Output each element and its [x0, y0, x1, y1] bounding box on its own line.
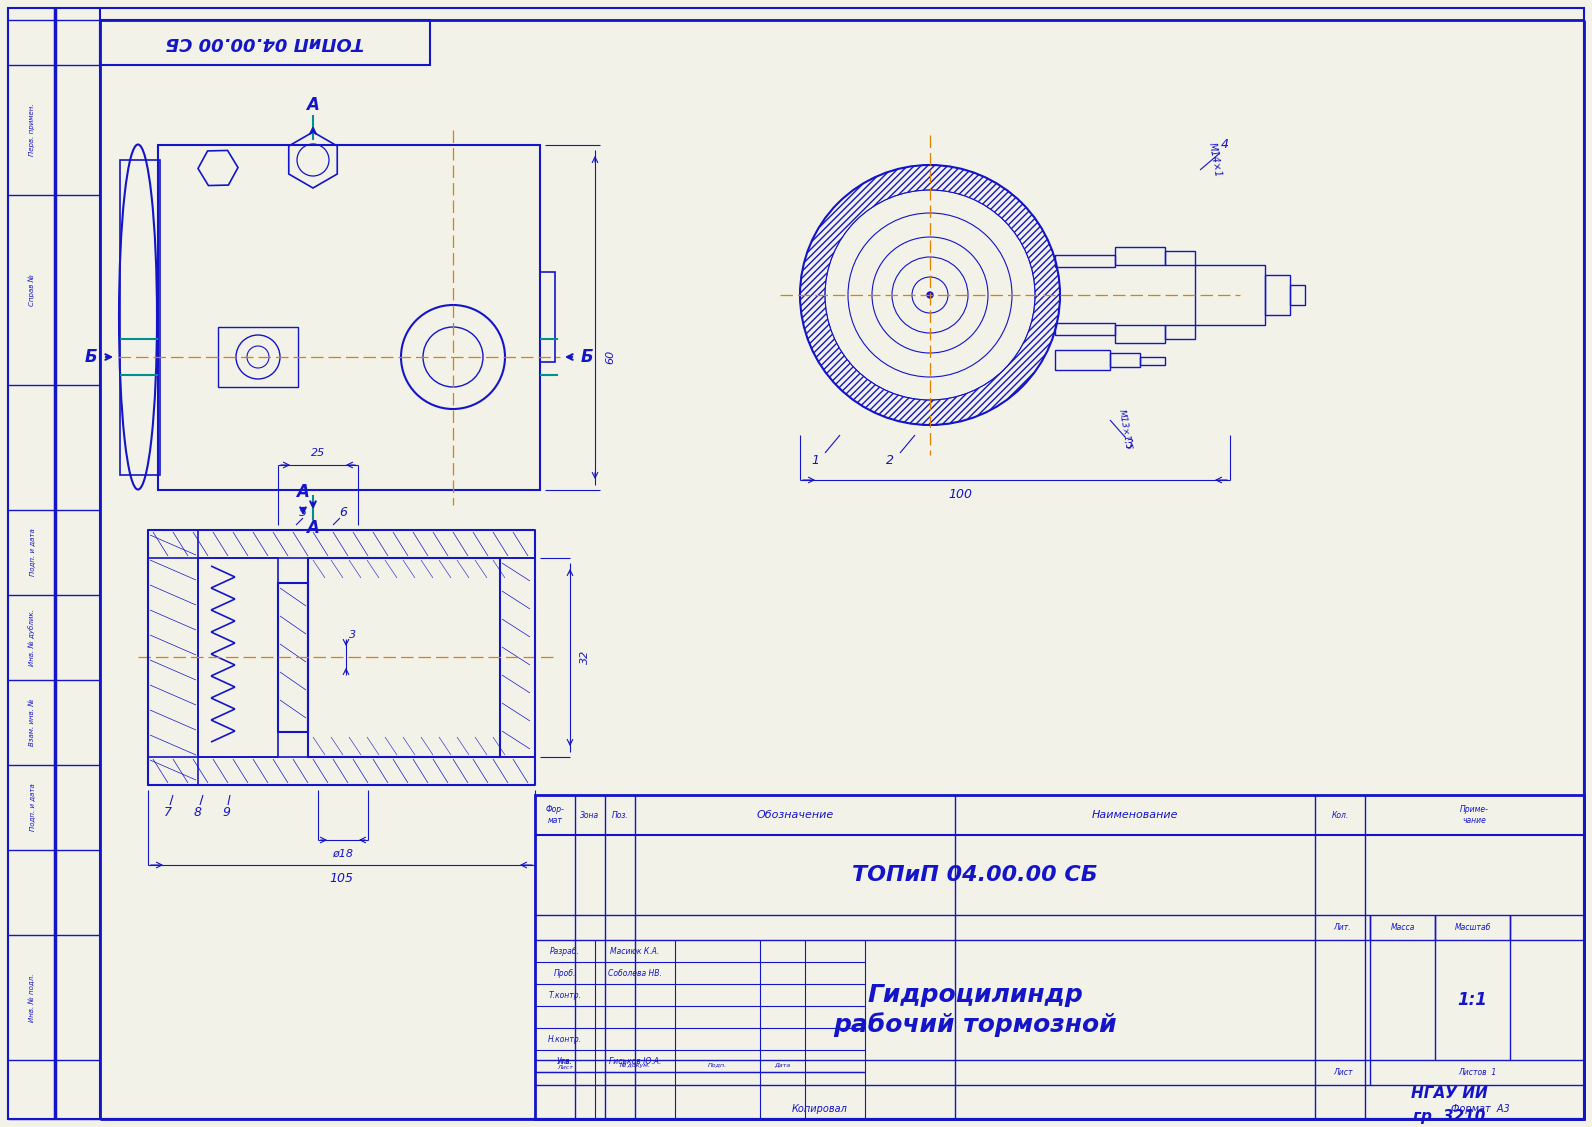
Text: 60: 60: [605, 349, 615, 364]
Text: Лит.: Лит.: [1334, 923, 1352, 932]
Text: Масштаб: Масштаб: [1455, 923, 1490, 932]
Bar: [100, 20, 430, 65]
Text: Фор-
мат: Фор- мат: [546, 806, 565, 825]
Bar: [1055, 350, 1110, 370]
Text: Разраб.: Разраб.: [551, 947, 579, 956]
Text: ТОПиП 04.00.00 СБ: ТОПиП 04.00.00 СБ: [852, 866, 1098, 885]
Text: Масса: Масса: [1390, 923, 1415, 932]
Bar: [148, 757, 535, 786]
Text: М14×1: М14×1: [1207, 142, 1223, 178]
Bar: [1055, 255, 1114, 267]
Text: 25: 25: [310, 449, 325, 458]
Bar: [1114, 247, 1165, 265]
Bar: [1290, 285, 1305, 305]
Text: 4: 4: [1221, 139, 1229, 151]
Text: Б: Б: [581, 348, 594, 366]
Bar: [540, 272, 556, 362]
Text: Т.контр.: Т.контр.: [549, 991, 581, 1000]
Bar: [119, 160, 161, 474]
Text: Перв. примен.: Перв. примен.: [29, 104, 35, 157]
Text: 7: 7: [164, 807, 172, 819]
Bar: [500, 558, 535, 757]
Circle shape: [927, 292, 933, 298]
Text: Инв. № подл.: Инв. № подл.: [29, 974, 35, 1022]
Text: 9: 9: [221, 807, 229, 819]
Text: Справ №: Справ №: [29, 274, 35, 305]
Bar: [1266, 275, 1290, 316]
Text: 8: 8: [194, 807, 202, 819]
Text: Масиюк К.А.: Масиюк К.А.: [610, 947, 659, 956]
Text: 1: 1: [810, 453, 818, 467]
Text: Поз.: Поз.: [611, 810, 629, 819]
Bar: [1114, 325, 1165, 343]
Bar: [197, 558, 279, 757]
Text: Гиськов Ю.А.: Гиськов Ю.А.: [608, 1056, 661, 1065]
Text: Кол.: Кол.: [1331, 810, 1348, 819]
Text: НГАУ ИИ: НГАУ ИИ: [1411, 1086, 1489, 1101]
Text: Подп. и дата: Подп. и дата: [29, 529, 35, 576]
Text: Утв.: Утв.: [557, 1056, 573, 1065]
Text: Инв.
Лист: Инв. Лист: [557, 1059, 573, 1071]
Text: рабочий тормозной: рабочий тормозной: [833, 1012, 1118, 1038]
Text: М13×1,5: М13×1,5: [1118, 409, 1134, 451]
Text: Листов  1: Листов 1: [1458, 1068, 1496, 1077]
Bar: [535, 795, 1584, 1119]
Bar: [148, 530, 535, 558]
Text: А: А: [307, 96, 320, 114]
Bar: [1196, 265, 1266, 325]
Text: 1:1: 1:1: [1458, 991, 1487, 1009]
Text: Зона: Зона: [581, 810, 600, 819]
Text: Подп.: Подп.: [708, 1063, 728, 1067]
Text: № докум.: № докум.: [619, 1062, 651, 1068]
Text: 105: 105: [330, 872, 353, 886]
Text: Соболева НВ.: Соболева НВ.: [608, 968, 662, 977]
Text: Б: Б: [84, 348, 97, 366]
Text: 3: 3: [349, 630, 357, 640]
Text: ø18: ø18: [333, 849, 353, 859]
Bar: [307, 558, 500, 757]
Text: 3: 3: [1126, 438, 1134, 452]
Text: Гидроцилиндр: Гидроцилиндр: [868, 983, 1083, 1008]
Bar: [1165, 251, 1196, 265]
Text: Н.контр.: Н.контр.: [548, 1035, 583, 1044]
Text: 2: 2: [887, 453, 895, 467]
Text: ТОПиП 04.00.00 СБ: ТОПиП 04.00.00 СБ: [166, 33, 365, 51]
Bar: [279, 583, 307, 733]
Text: 100: 100: [947, 488, 973, 502]
Text: Инв. № дублик.: Инв. № дублик.: [29, 609, 35, 666]
Text: А: А: [296, 483, 309, 502]
Text: Формат  А3: Формат А3: [1450, 1104, 1509, 1113]
Text: Копировал: Копировал: [793, 1104, 849, 1113]
Text: Обозначение: Обозначение: [756, 810, 834, 820]
Text: Подп. и дата: Подп. и дата: [29, 783, 35, 832]
Text: Наименование: Наименование: [1092, 810, 1178, 820]
Text: Взам. инв. №: Взам. инв. №: [29, 699, 35, 746]
Bar: [148, 530, 197, 786]
Text: 32: 32: [579, 650, 591, 664]
Text: 5: 5: [299, 506, 307, 518]
Text: А: А: [307, 520, 320, 536]
Text: Проб.: Проб.: [554, 968, 576, 977]
Bar: [1165, 325, 1196, 339]
Bar: [218, 327, 298, 387]
Text: Приме-
чание: Приме- чание: [1460, 806, 1489, 825]
Text: Дата: Дата: [774, 1063, 791, 1067]
Bar: [1110, 353, 1140, 367]
Text: 6: 6: [339, 506, 347, 518]
Text: гр. 3210: гр. 3210: [1414, 1109, 1485, 1124]
Text: Лист: Лист: [1333, 1068, 1352, 1077]
Bar: [1055, 323, 1114, 335]
Bar: [1140, 357, 1165, 365]
Bar: [158, 145, 540, 490]
